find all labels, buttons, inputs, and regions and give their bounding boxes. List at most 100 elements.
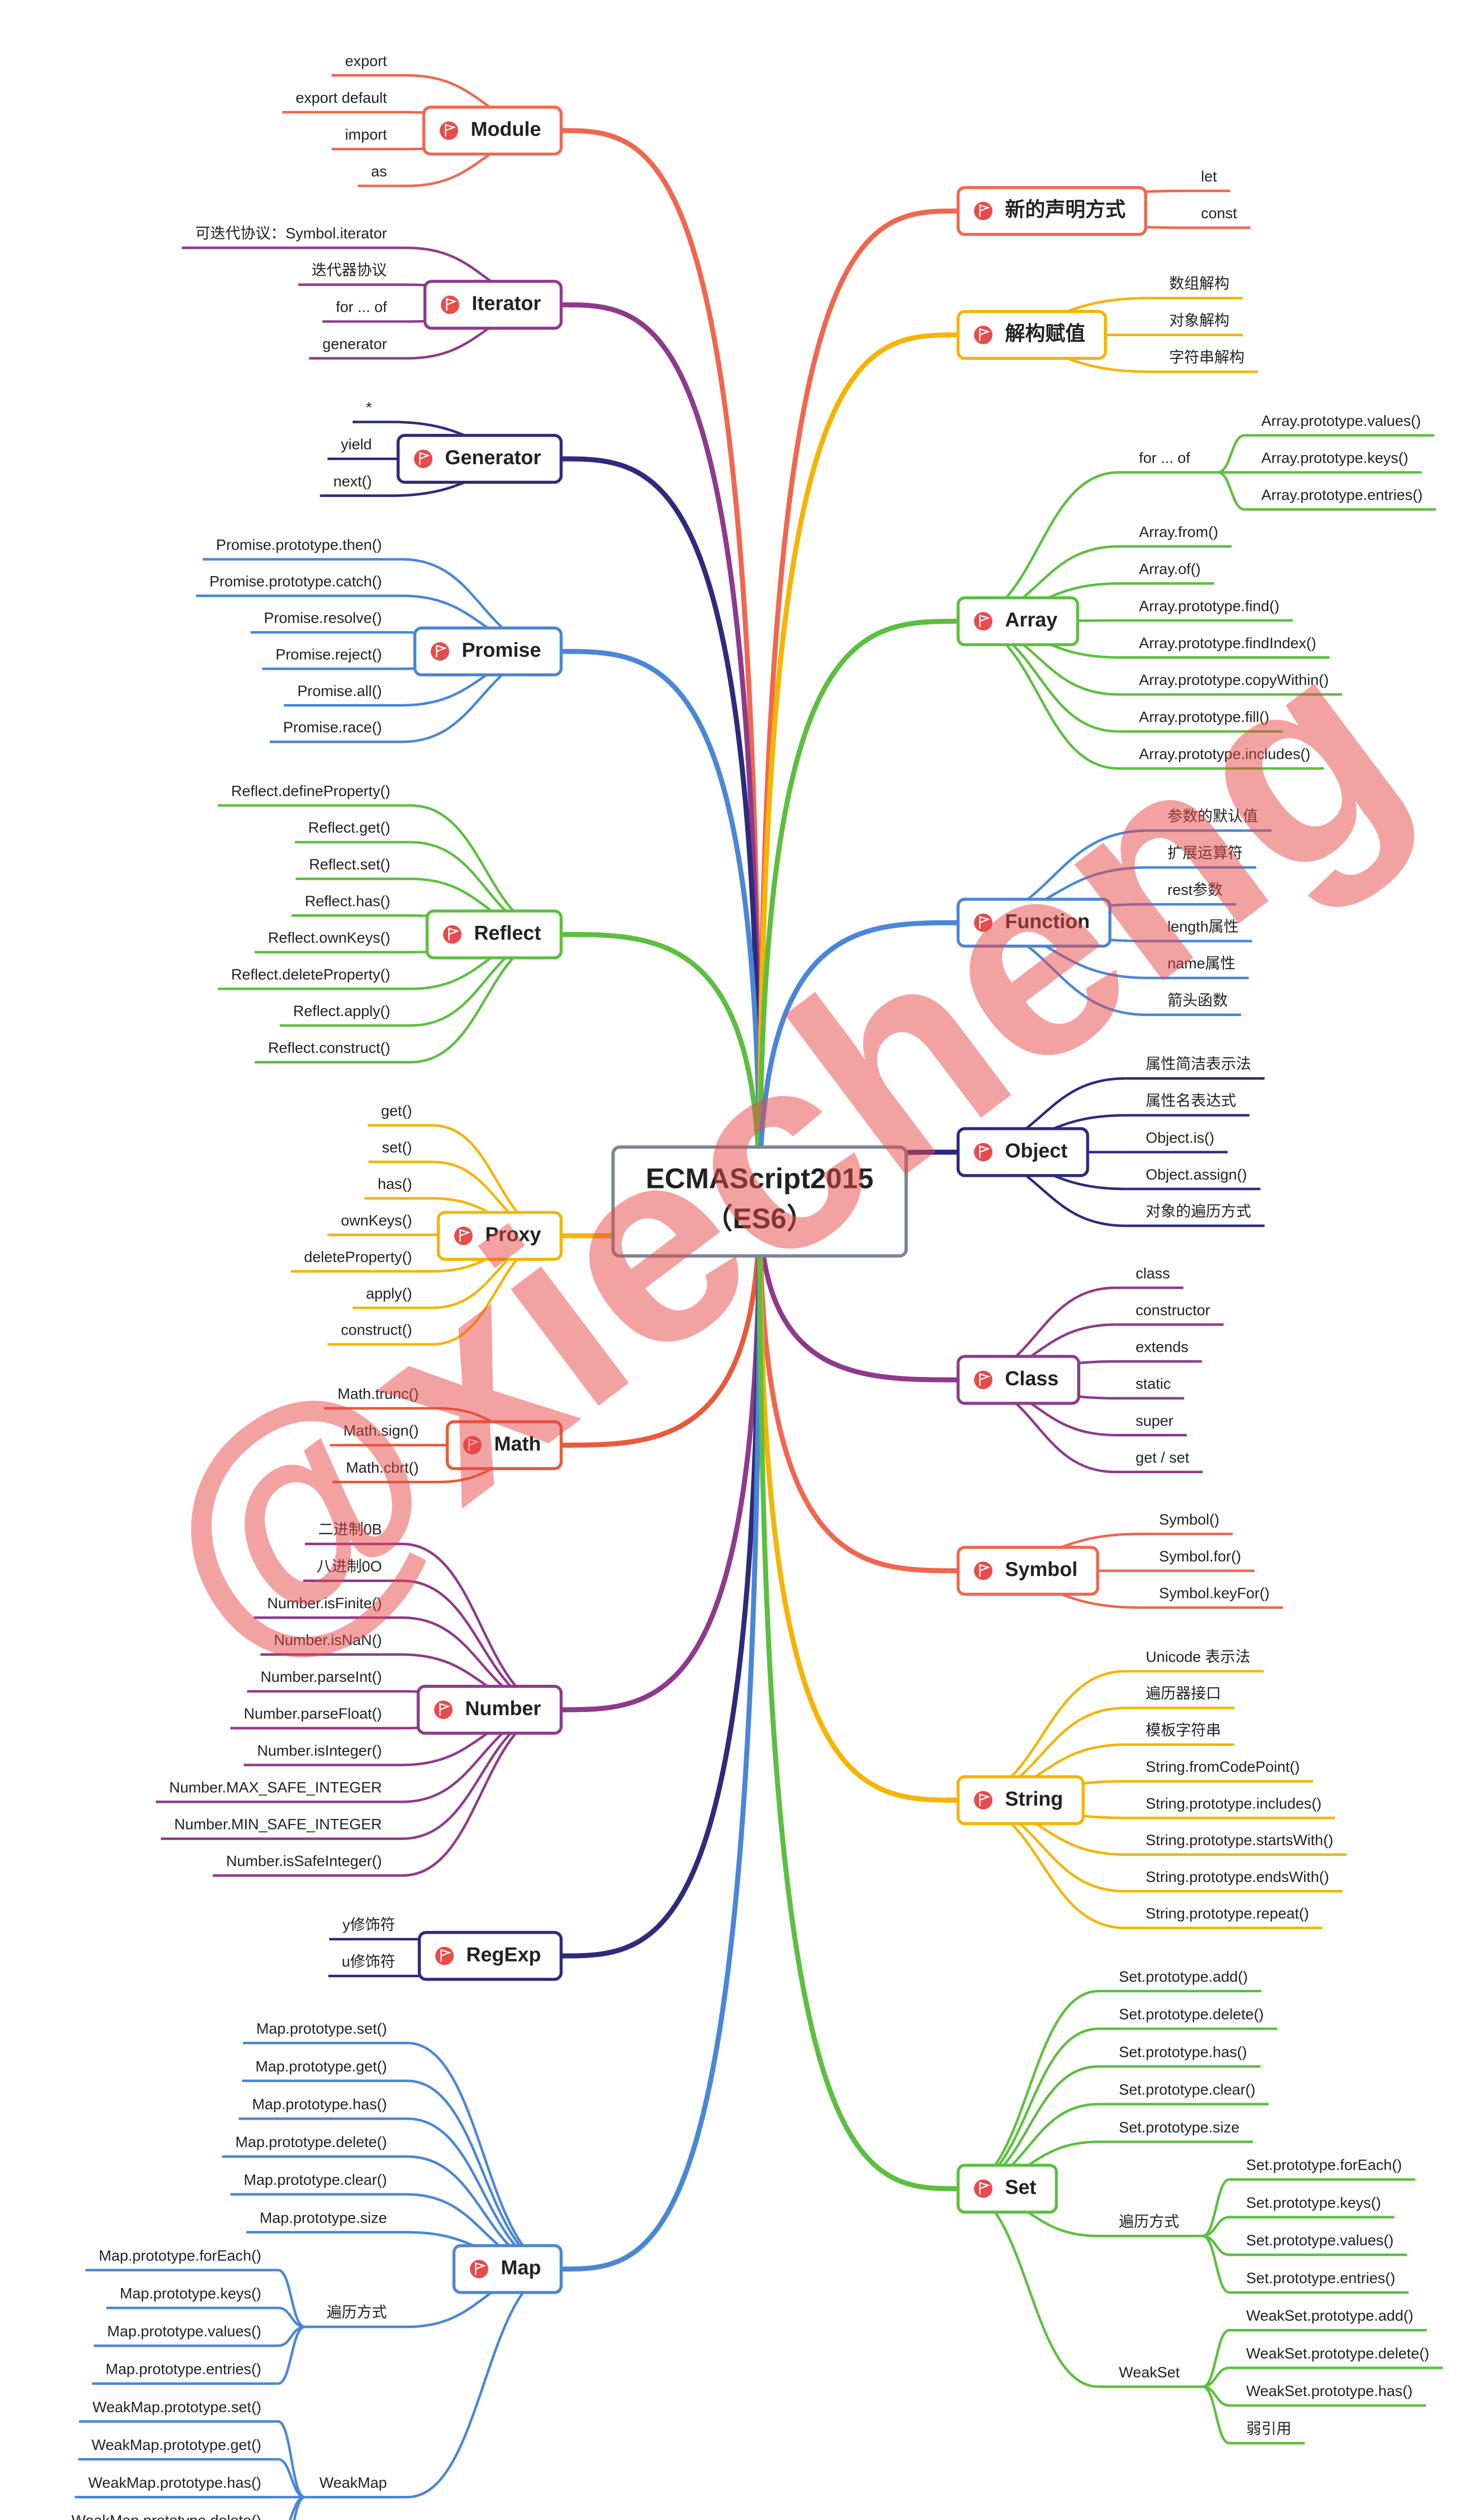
leaf-label: yield (341, 436, 372, 453)
branch-label: Set (1005, 2176, 1036, 2198)
flag-icon (414, 450, 433, 468)
trunk-edge (757, 1201, 958, 1573)
leaf-label: 可迭代协议：Symbol.iterator (195, 225, 387, 242)
leaf-label: Set.prototype.keys() (1246, 2194, 1381, 2211)
leaf-label: 遍历器接口 (1146, 1685, 1221, 1702)
branch-edge (278, 2458, 305, 2499)
branch-node: Iterator (423, 280, 563, 330)
leaf-label: as (371, 163, 387, 180)
leaf-label: Reflect.has() (305, 893, 390, 910)
branch-node: String (956, 1775, 1085, 1825)
flag-icon (974, 1791, 993, 1810)
branch-box (413, 626, 563, 676)
leaf-label: const (1201, 205, 1237, 222)
flag-icon (974, 326, 993, 344)
branch-label: Promise (462, 639, 541, 661)
branch-node: RegExp (417, 1931, 563, 1981)
leaf-label: Array.prototype.copyWithin() (1139, 672, 1329, 688)
leaf-label: 模板字符串 (1146, 1722, 1221, 1739)
trunk-edge (757, 1201, 958, 1382)
flag-icon (445, 123, 456, 137)
flag-icon (974, 612, 993, 631)
branch-node: Array (956, 596, 1079, 647)
leaf-label: 扩展运算符 (1168, 845, 1243, 861)
leaf-label: Number.isInteger() (257, 1742, 382, 1759)
leaf-label: String.fromCodePoint() (1146, 1759, 1300, 1776)
leaf-label: u修饰符 (342, 1954, 395, 1970)
branch-node: Math (446, 1420, 563, 1470)
leaf-label: Map.prototype.values() (107, 2323, 262, 2340)
branch-node: Function (956, 898, 1112, 948)
leaf-label: y修饰符 (343, 1917, 396, 1933)
trunk-edge (561, 456, 762, 1201)
trunk-edge (561, 1201, 762, 1713)
leaf-label: Array.prototype.values() (1261, 413, 1421, 429)
branch-box (956, 1775, 1085, 1825)
branch-box (956, 310, 1107, 360)
leaf-label: Map.prototype.delete() (235, 2134, 387, 2151)
leaf-label: Number.MAX_SAFE_INTEGER (169, 1779, 382, 1796)
branch-label: Iterator (472, 292, 541, 314)
leaf-label: Number.parseInt() (261, 1669, 382, 1685)
leaf-label: String.prototype.repeat() (1146, 1906, 1309, 1922)
flag-icon (979, 614, 991, 627)
branch-edge (1202, 2178, 1230, 2237)
leaf-label: Reflect.deleteProperty() (231, 966, 391, 983)
leaf-label: Promise.prototype.then() (216, 537, 382, 553)
trunk-edge (757, 920, 958, 1201)
leaf-label: Number.parseFloat() (244, 1706, 382, 1722)
leaf-label: String.prototype.startsWith() (1146, 1832, 1333, 1849)
flag-icon (441, 295, 460, 314)
flag-icon (974, 2179, 993, 2198)
leaf-label: String.prototype.endsWith() (1146, 1869, 1329, 1885)
branch-box (956, 1127, 1089, 1177)
leaf-label: super (1136, 1413, 1174, 1429)
leaf-label: Math.cbrt() (346, 1460, 418, 1476)
flag-icon (979, 1373, 991, 1386)
branch-box (416, 1684, 563, 1735)
leaf-label: Symbol.keyFor() (1159, 1585, 1269, 1602)
leaf-label: Object.assign() (1146, 1166, 1247, 1183)
leaf-label: ownKeys() (341, 1212, 412, 1229)
leaf-label: name属性 (1168, 956, 1236, 972)
leaf-label: Set.prototype.clear() (1119, 2082, 1256, 2098)
leaf-label: Number.isFinite() (267, 1595, 382, 1612)
leaf-label: import (345, 127, 388, 143)
group-label: WeakMap (320, 2475, 387, 2491)
flag-icon (470, 2259, 488, 2279)
flag-icon (979, 1793, 991, 1806)
leaf-label: next() (333, 473, 372, 490)
leaf-label: Promise.reject() (276, 646, 382, 663)
leaf-label: Array.of() (1139, 561, 1200, 578)
leaf-label: Unicode 表示法 (1146, 1649, 1251, 1665)
leaf-label: Promise.prototype.catch() (209, 573, 382, 590)
group-label: 遍历方式 (327, 2304, 387, 2321)
branch-label: Map (501, 2257, 541, 2279)
trunk-edge (757, 618, 958, 1201)
branch-box (446, 1420, 563, 1470)
leaf-label: Promise.all() (297, 683, 382, 700)
leaf-label: Number.MIN_SAFE_INTEGER (174, 1816, 382, 1833)
leaf-label: Symbol.for() (1159, 1548, 1241, 1565)
leaf-label: WeakMap.prototype.get() (92, 2437, 262, 2453)
branch-label: Number (465, 1697, 541, 1720)
flag-icon (459, 1229, 471, 1242)
branch-label: Proxy (485, 1224, 541, 1246)
flag-icon (434, 1700, 453, 1719)
leaf-label: WeakSet.prototype.has() (1246, 2383, 1412, 2400)
leaf-label: 八进制0O (317, 1558, 382, 1575)
leaf-label: 箭头函数 (1168, 992, 1228, 1009)
branch-box (956, 2164, 1058, 2214)
branch-label: Generator (445, 447, 541, 469)
branch-edge (958, 1990, 1099, 2190)
branch-edge (1217, 471, 1245, 511)
leaf-label: * (366, 400, 372, 416)
branch-edge (958, 2187, 1099, 2388)
leaf-label: for ... of (336, 299, 387, 316)
leaf-label: 迭代器协议 (312, 262, 387, 279)
leaf-label: Map.prototype.entries() (105, 2361, 261, 2378)
branch-edge (277, 2325, 305, 2385)
leaf-label: WeakMap.prototype.delete() (72, 2512, 262, 2520)
branch-label: Object (1005, 1140, 1068, 1162)
